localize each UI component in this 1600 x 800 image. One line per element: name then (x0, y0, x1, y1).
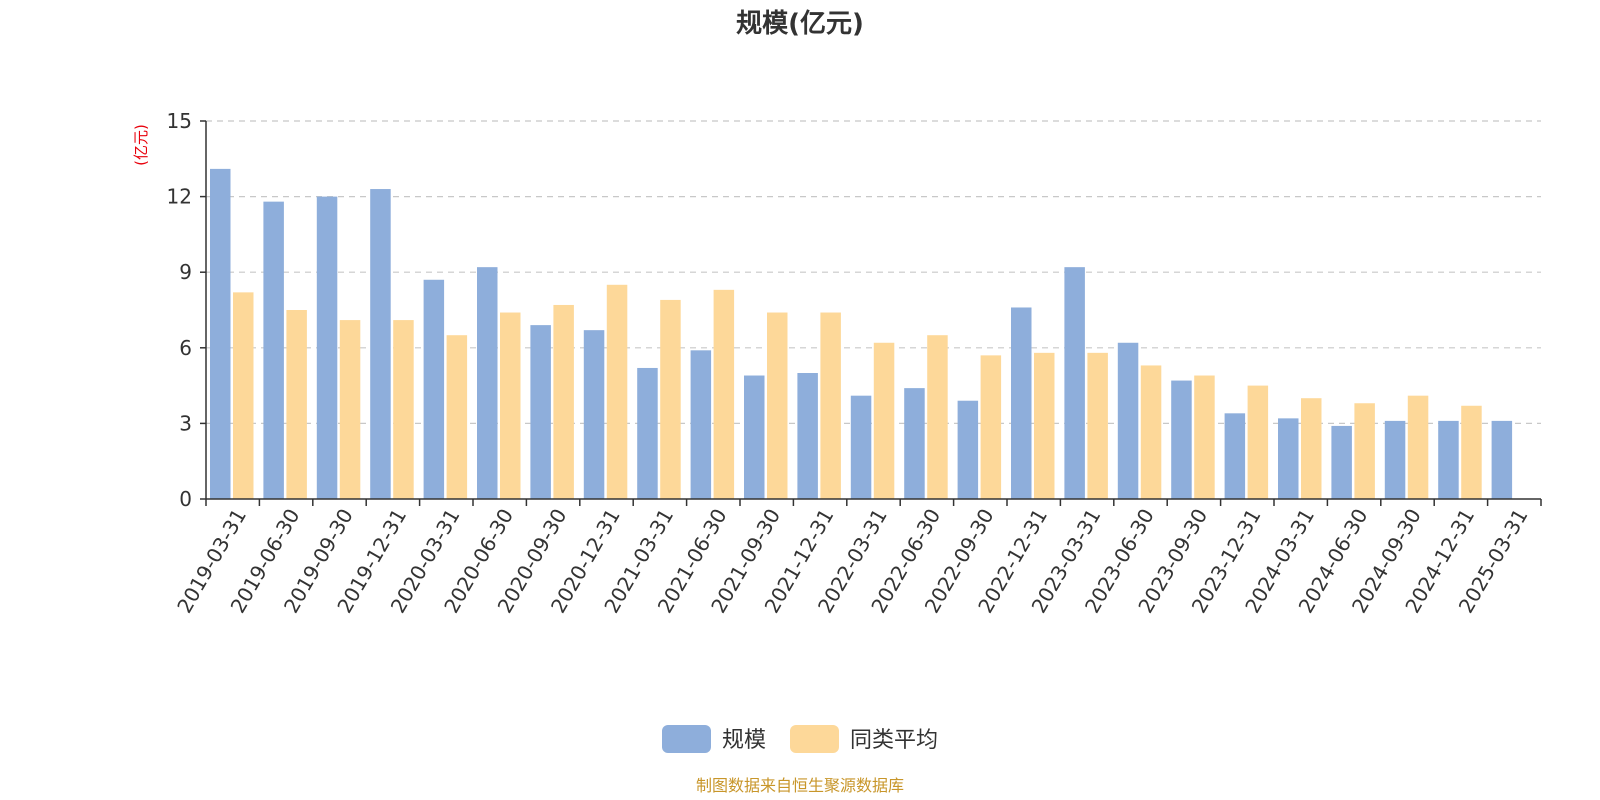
bar-scale (1384, 420, 1406, 499)
bar-scale (477, 267, 498, 499)
y-tick-label: 6 (179, 336, 192, 360)
bar-scale (957, 400, 979, 499)
bar-scale (210, 168, 231, 499)
bar-peer-average (980, 355, 1002, 499)
legend-label: 同类平均 (850, 728, 938, 753)
bar-peer-average (553, 304, 574, 499)
legend-swatch (662, 725, 711, 753)
bar-scale (1117, 342, 1139, 499)
y-tick-label: 15 (167, 109, 192, 133)
y-axis-unit-label: (亿元) (132, 124, 150, 166)
bar-scale (1224, 413, 1246, 499)
data-source-note: 制图数据来自恒生聚源数据库 (696, 776, 904, 795)
bar-peer-average (820, 312, 841, 499)
bar-peer-average (339, 320, 361, 499)
bar-scale (850, 395, 872, 499)
bar-scale (316, 196, 338, 499)
bar-scale (1278, 418, 1299, 499)
bar-scale (263, 201, 284, 499)
y-tick-label: 12 (167, 185, 192, 209)
bar-peer-average (1301, 398, 1322, 499)
bar-scale (797, 373, 818, 499)
bar-peer-average (500, 312, 521, 499)
bar-scale (637, 367, 658, 499)
bar-scale (1011, 307, 1032, 499)
legend-swatch (790, 725, 839, 753)
bar-scale (744, 375, 765, 499)
bar-peer-average (873, 342, 895, 499)
bar-scale (690, 350, 712, 499)
bar-scale (530, 325, 551, 499)
bar-peer-average (713, 289, 735, 499)
bar-peer-average (1407, 395, 1429, 499)
bar-peer-average (1354, 403, 1375, 499)
bar-peer-average (1461, 405, 1482, 499)
legend[interactable]: 规模 同类平均 (662, 725, 938, 753)
bar-peer-average (446, 335, 468, 499)
bars-group (210, 168, 1513, 500)
bar-scale (1171, 380, 1192, 499)
y-tick-label: 3 (179, 411, 192, 435)
bar-peer-average (1194, 375, 1215, 499)
bar-peer-average (606, 284, 628, 499)
bar-peer-average (1247, 385, 1269, 499)
bar-peer-average (767, 312, 788, 499)
bar-scale (904, 388, 925, 499)
bar-peer-average (233, 292, 254, 499)
bar-peer-average (1140, 365, 1162, 499)
bar-scale (1438, 420, 1459, 499)
chart-title: 规模(亿元) (736, 9, 864, 39)
bar-scale (1331, 425, 1352, 499)
bar-scale (370, 189, 391, 500)
bar-scale (583, 330, 605, 499)
bar-peer-average (660, 299, 681, 499)
bar-scale (1491, 420, 1513, 499)
legend-label: 规模 (722, 728, 766, 753)
bar-scale (1064, 267, 1085, 499)
y-tick-label: 0 (179, 487, 192, 511)
bar-peer-average (927, 335, 948, 499)
bar-peer-average (393, 320, 414, 499)
y-tick-label: 9 (179, 260, 192, 284)
bar-peer-average (1034, 352, 1055, 499)
bar-peer-average (286, 310, 307, 499)
bar-peer-average (1087, 352, 1108, 499)
bar-scale (423, 279, 445, 499)
